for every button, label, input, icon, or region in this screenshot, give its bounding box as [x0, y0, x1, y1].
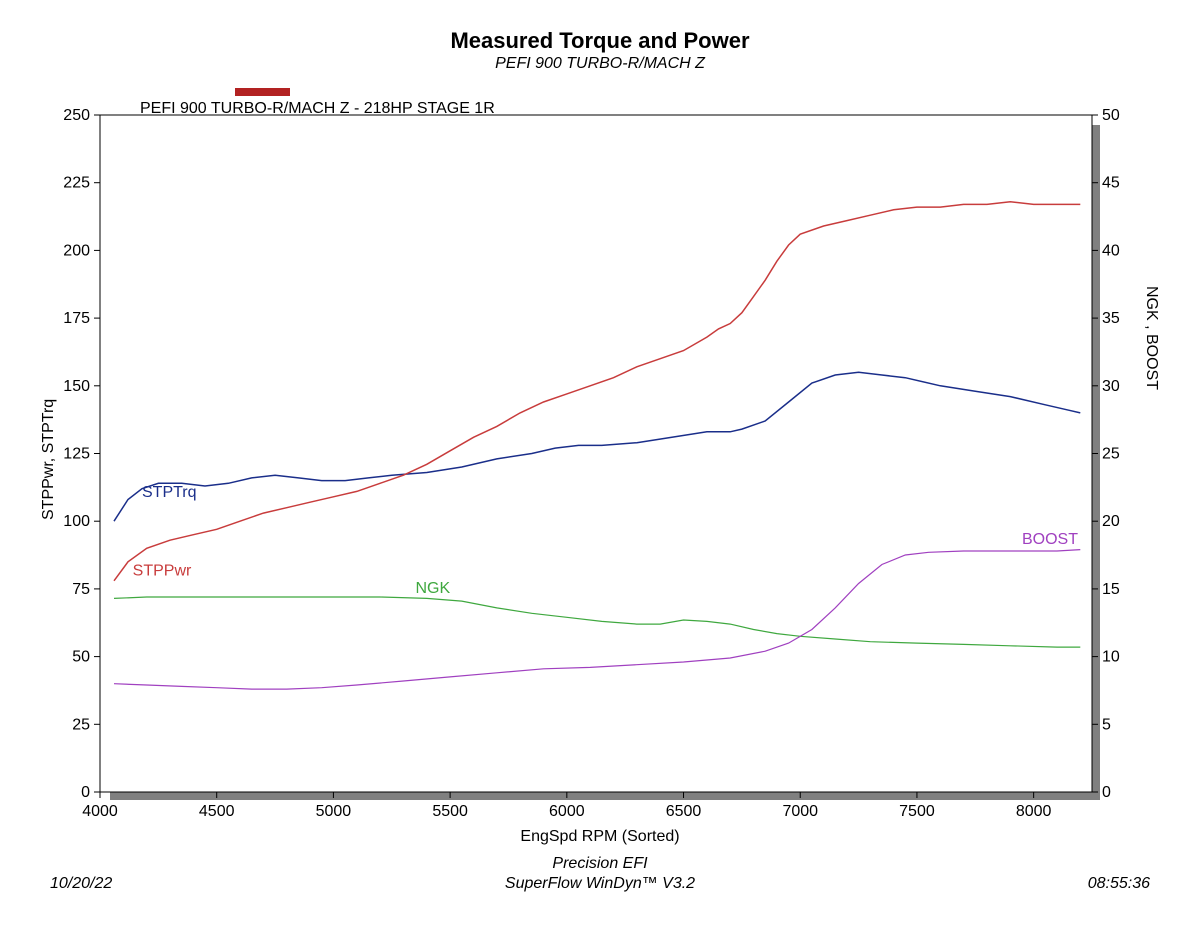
yr-tick-label: 25 [1102, 446, 1120, 463]
yr-tick-label: 45 [1102, 175, 1120, 192]
yl-tick-label: 75 [72, 581, 90, 598]
yl-tick-label: 25 [72, 716, 90, 733]
x-tick-label: 6500 [666, 803, 702, 820]
yr-tick-label: 0 [1102, 784, 1111, 801]
yl-tick-label: 100 [63, 513, 90, 530]
yl-tick-label: 0 [81, 784, 90, 801]
x-tick-label: 7000 [782, 803, 818, 820]
yl-tick-label: 225 [63, 175, 90, 192]
yl-tick-label: 200 [63, 242, 90, 259]
x-tick-label: 4500 [199, 803, 235, 820]
yr-tick-label: 30 [1102, 378, 1120, 395]
yr-tick-label: 5 [1102, 716, 1111, 733]
series-label-stptrq: STPTrq [142, 484, 197, 501]
yr-tick-label: 15 [1102, 581, 1120, 598]
plot-area [100, 115, 1092, 792]
yl-tick-label: 175 [63, 310, 90, 327]
yr-tick-label: 20 [1102, 513, 1120, 530]
plot-shadow-right [1092, 125, 1100, 800]
x-tick-label: 5000 [316, 803, 352, 820]
yr-tick-label: 10 [1102, 649, 1120, 666]
series-label-boost: BOOST [1022, 531, 1078, 548]
yr-tick-label: 35 [1102, 310, 1120, 327]
yl-tick-label: 250 [63, 107, 90, 124]
x-tick-label: 5500 [432, 803, 468, 820]
plot-shadow-bottom [110, 792, 1100, 800]
yl-tick-label: 50 [72, 649, 90, 666]
yl-tick-label: 125 [63, 446, 90, 463]
x-tick-label: 4000 [82, 803, 118, 820]
x-tick-label: 7500 [899, 803, 935, 820]
series-label-ngk: NGK [415, 580, 450, 597]
x-tick-label: 8000 [1016, 803, 1052, 820]
yr-tick-label: 40 [1102, 242, 1120, 259]
series-label-stppwr: STPPwr [133, 562, 192, 579]
yl-tick-label: 150 [63, 378, 90, 395]
yr-tick-label: 50 [1102, 107, 1120, 124]
x-tick-label: 6000 [549, 803, 585, 820]
dyno-chart: 4000450050005500600065007000750080000255… [0, 0, 1200, 927]
